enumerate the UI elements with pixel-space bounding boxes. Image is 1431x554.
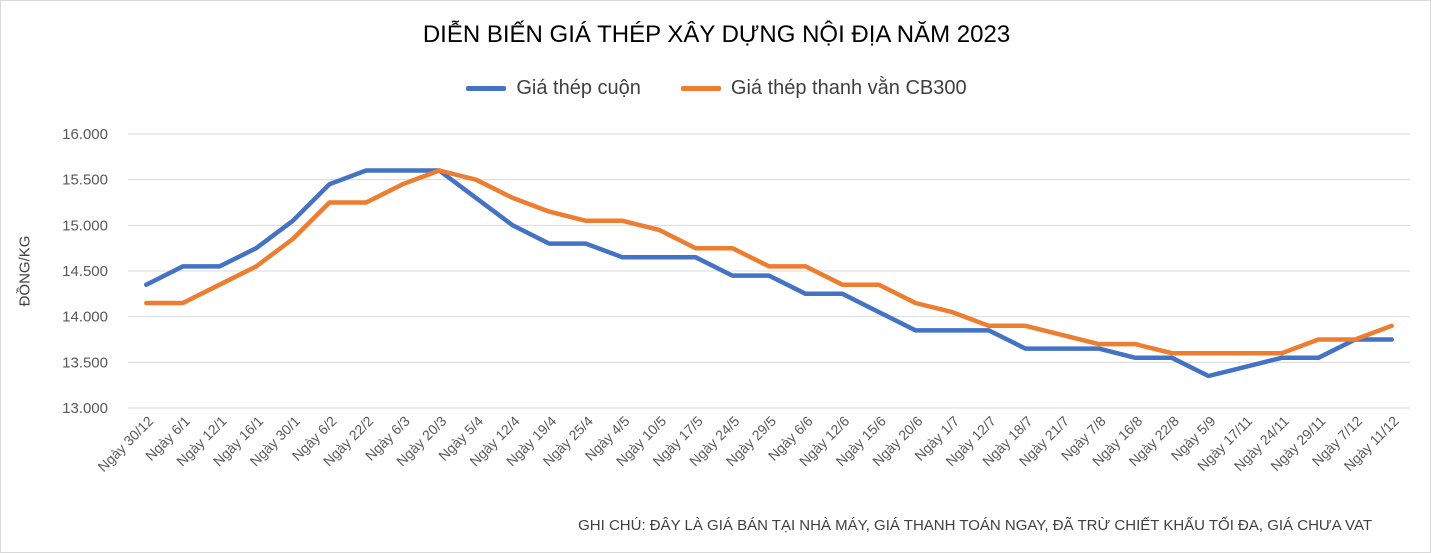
y-tick-label: 15.500 bbox=[62, 172, 108, 189]
y-tick-label: 13.000 bbox=[62, 400, 108, 417]
y-tick-label: 14.000 bbox=[62, 309, 108, 326]
x-tick-label: Ngày 30/12 bbox=[94, 413, 156, 475]
y-tick-label: 15.000 bbox=[62, 217, 108, 234]
y-tick-label: 13.500 bbox=[62, 354, 108, 371]
footnote: GHI CHÚ: ĐÂY LÀ GIÁ BÁN TẠI NHÀ MÁY, GIÁ… bbox=[578, 517, 1372, 534]
y-tick-label: 14.500 bbox=[62, 263, 108, 280]
y-tick-label: 16.000 bbox=[62, 126, 108, 143]
series-line-rebar bbox=[146, 171, 1391, 354]
